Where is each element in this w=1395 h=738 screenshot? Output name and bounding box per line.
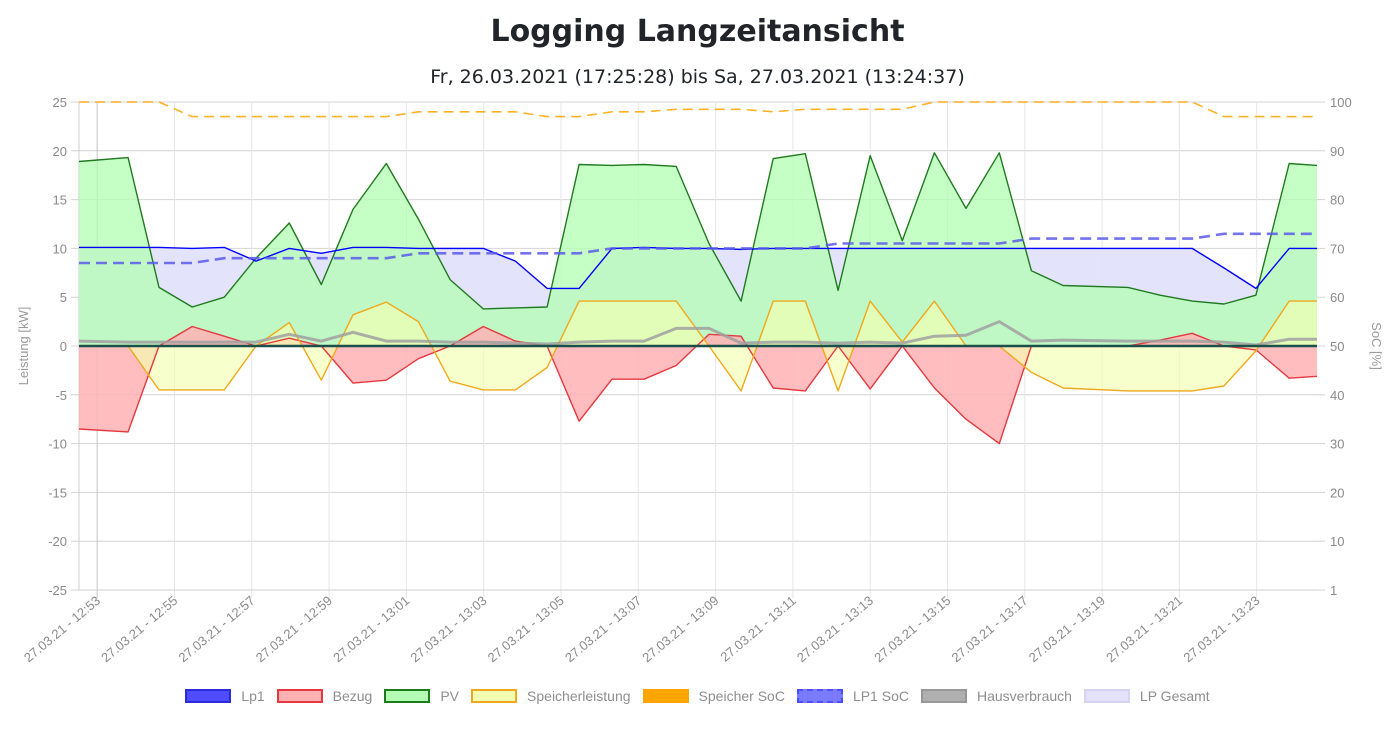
legend-item-hausverbrauch[interactable]: Hausverbrauch (920, 688, 1072, 704)
legend-item-bezug[interactable]: Bezug (276, 688, 373, 704)
legend-swatch (920, 689, 967, 703)
x-tick-label: 27.03.21 - 13:07 (562, 593, 644, 665)
line-speicherleistung (79, 300, 1317, 392)
y-tick-label-left: -15 (48, 485, 67, 500)
legend: Lp1 Bezug PV Speicherleistung Speicher SoC LP… (0, 688, 1395, 704)
x-tick-label: 27.03.21 - 12:55 (98, 593, 180, 665)
legend-item-lp1-soc[interactable]: LP1 SoC (796, 688, 909, 704)
date-range-subtitle: Fr, 26.03.2021 (17:25:28) bis Sa, 27.03.… (430, 66, 965, 88)
area-bezug (79, 326, 1317, 444)
x-tick-label: 27.03.21 - 12:59 (253, 593, 335, 665)
y-tick-label-left: 25 (53, 95, 67, 110)
y-tick-label-right: 40 (1330, 388, 1344, 403)
legend-swatch (1083, 689, 1130, 703)
x-tick-label: 27.03.21 - 13:13 (794, 593, 876, 665)
legend-label: Lp1 (241, 688, 265, 704)
series-areas (79, 152, 1317, 444)
y-tick-label-right: 80 (1330, 193, 1344, 208)
legend-item-speicher-soc[interactable]: Speicher SoC (642, 688, 785, 704)
y-tick-label-left: -5 (55, 388, 67, 403)
y-axis-title-right: SoC [%] (1369, 322, 1384, 370)
x-tick-label: 27.03.21 - 13:23 (1180, 593, 1262, 665)
legend-label: LP Gesamt (1139, 688, 1210, 704)
legend-swatch (796, 689, 843, 703)
legend-swatch (471, 689, 518, 703)
y-tick-label-left: 0 (60, 339, 67, 354)
y-tick-label-right: 1 (1330, 583, 1337, 598)
y-tick-label-right: 90 (1330, 144, 1344, 159)
y-tick-label-right: 30 (1330, 437, 1344, 452)
y-tick-label-left: 20 (53, 144, 67, 159)
x-tick-label: 27.03.21 - 13:11 (717, 593, 798, 665)
legend-item-lp1[interactable]: Lp1 (185, 688, 265, 704)
x-tick-label: 27.03.21 - 13:09 (639, 593, 721, 665)
y-tick-label-left: -25 (48, 583, 67, 598)
y-tick-label-right: 50 (1330, 339, 1344, 354)
legend-label: Speicher SoC (698, 688, 785, 704)
legend-swatch (384, 689, 431, 703)
series-lines (78, 101, 1318, 445)
line-speicher-soc (79, 101, 1317, 118)
x-tick-label: 27.03.21 - 12:53 (21, 593, 103, 665)
x-tick-label: 27.03.21 - 13:19 (1026, 593, 1108, 665)
legend-item-speicherleistung[interactable]: Speicherleistung (471, 688, 631, 704)
legend-item-pv[interactable]: PV (384, 688, 459, 704)
y-tick-label-right: 10 (1330, 534, 1344, 549)
y-tick-label-left: 10 (53, 241, 67, 256)
chart-title: Logging Langzeitansicht (490, 14, 905, 49)
x-tick-label: 27.03.21 - 13:01 (330, 593, 412, 665)
legend-swatch (276, 689, 323, 703)
legend-label: Hausverbrauch (976, 688, 1072, 704)
x-tick-label: 27.03.21 - 13:03 (407, 593, 489, 665)
x-tick-label: 27.03.21 - 12:57 (176, 593, 258, 665)
y-tick-label-left: 15 (53, 193, 67, 208)
y-tick-label-right: 100 (1330, 95, 1352, 110)
y-tick-label-right: 60 (1330, 290, 1344, 305)
legend-label: Bezug (332, 688, 373, 704)
x-tick-label: 27.03.21 - 13:17 (949, 593, 1031, 665)
y-tick-label-right: 20 (1330, 485, 1344, 500)
x-tick-label: 27.03.21 - 13:21 (1103, 593, 1185, 665)
x-tick-label: 27.03.21 - 13:05 (485, 593, 567, 665)
y-tick-label-left: -20 (48, 534, 67, 549)
legend-swatch (642, 689, 689, 703)
line-lp1-soc (79, 232, 1317, 265)
legend-label: Speicherleistung (527, 688, 631, 704)
x-tick-label: 27.03.21 - 13:15 (871, 593, 953, 665)
legend-item-lp-gesamt[interactable]: LP Gesamt (1083, 688, 1210, 704)
y-tick-label-left: -10 (48, 437, 67, 452)
line-hausverbrauch (78, 320, 1317, 347)
y-axis-title-left: Leistung [kW] (16, 307, 31, 386)
y-tick-label-right: 70 (1330, 241, 1344, 256)
legend-label: PV (440, 688, 460, 704)
line-pv (78, 152, 1318, 310)
legend-swatch (185, 689, 232, 703)
y-tick-label-left: 5 (60, 290, 67, 305)
legend-label: LP1 SoC (852, 688, 909, 704)
